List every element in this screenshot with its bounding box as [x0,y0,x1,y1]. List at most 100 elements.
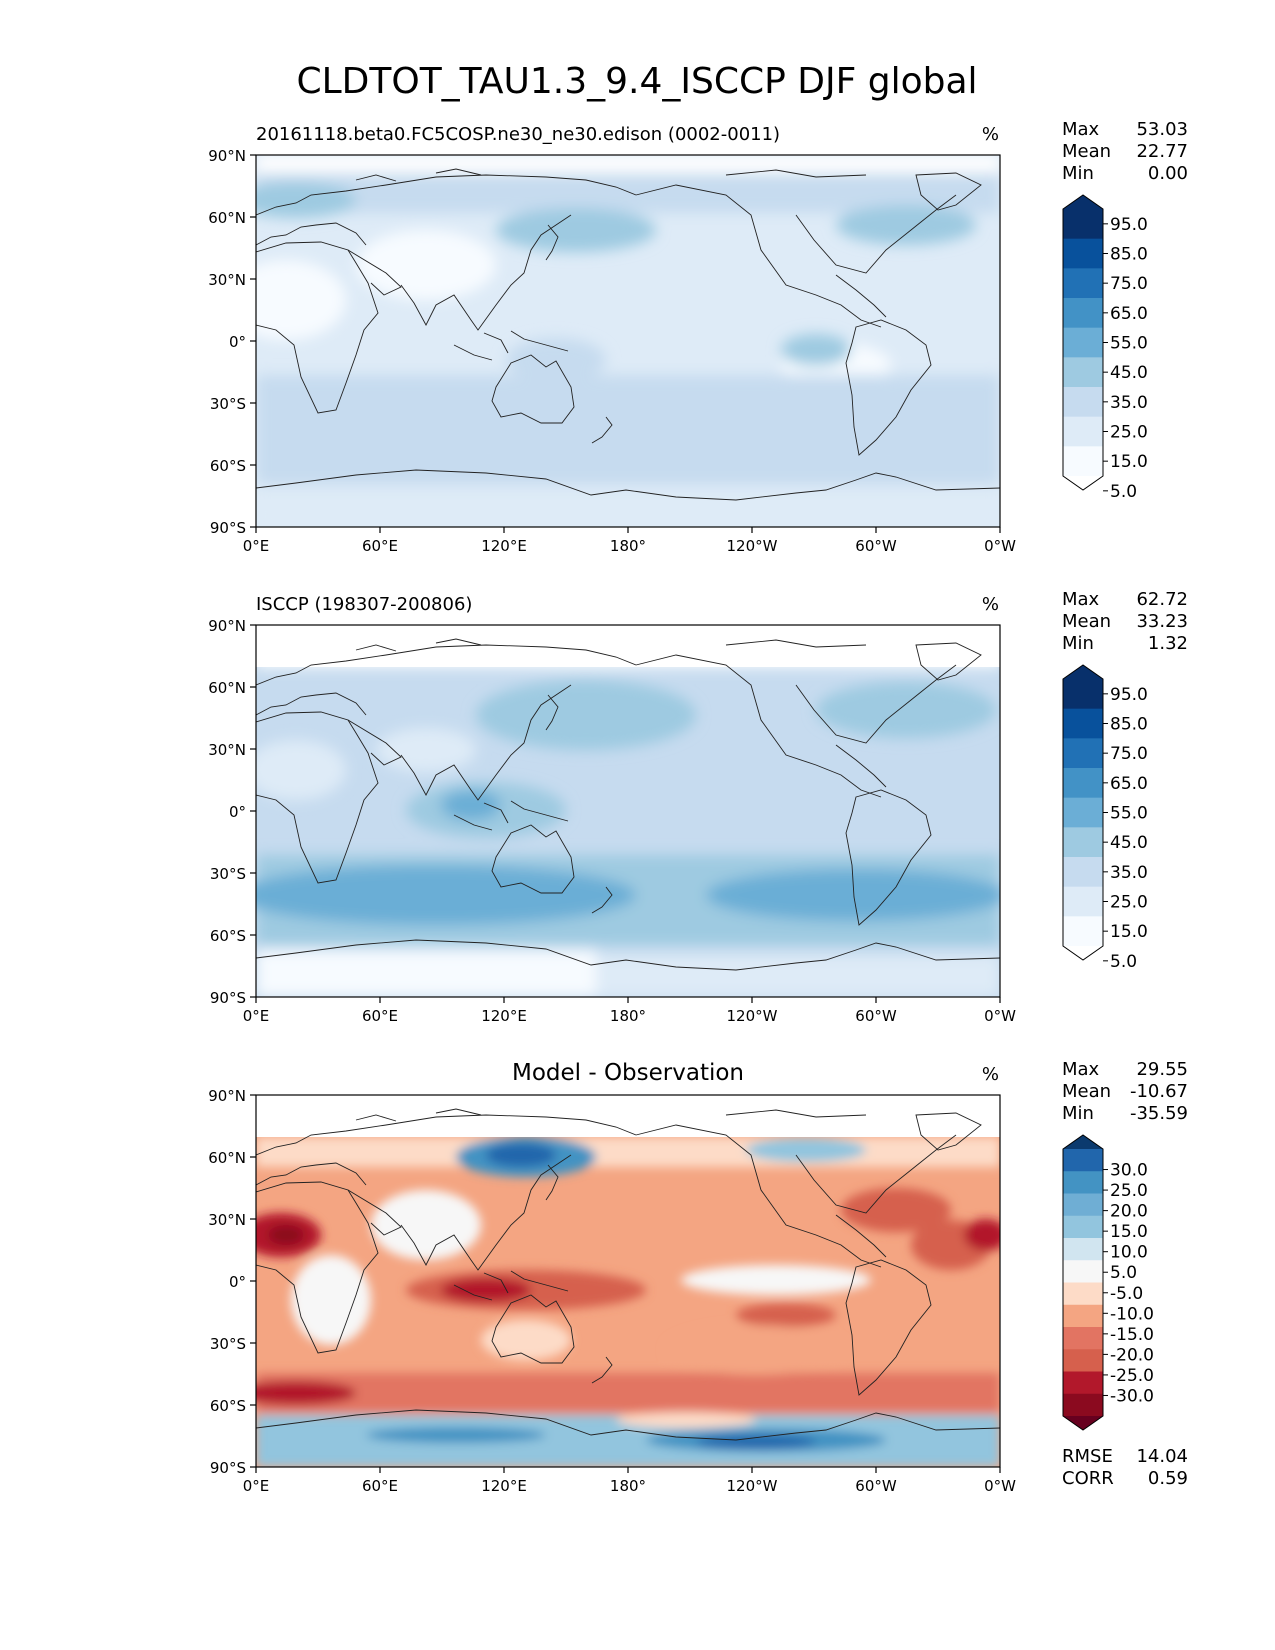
colorbar-tick-label: 65.0 [1110,304,1148,324]
x-tick-label: 60°W [855,537,897,555]
x-tick-label: 120°E [481,1477,527,1495]
colorbar-swatch [1063,857,1103,888]
x-tick-label: 180° [610,537,646,555]
colorbar-tick-label: 15.0 [1110,1222,1148,1242]
x-tick-label: 120°W [727,537,778,555]
x-tick-label: 120°W [727,1477,778,1495]
stats-block: Max 53.03 Mean 22.77 Min 0.00 [1062,119,1188,184]
stat-max-value: 62.72 [1136,589,1188,610]
colorbar-swatch [1063,387,1103,418]
x-tick-label: 0°W [984,537,1016,555]
colorbar-swatch [1063,1349,1103,1372]
rmse-label: RMSE [1062,1446,1113,1467]
y-tick-label: 90°S [210,1459,246,1477]
colorbar-outline [1062,1134,1104,1431]
colorbar-tick-label: 25.0 [1110,1181,1148,1201]
panel-title: 20161118.beta0.FC5COSP.ne30_ne30.edison … [256,124,780,145]
colorbar-tick-label: 45.0 [1110,833,1148,853]
colorbar-tick-label: 10.0 [1110,1243,1148,1263]
y-tick-label: 90°S [210,519,246,537]
colorbar-swatch [1063,209,1103,240]
colorbar-swatch [1063,238,1103,269]
colorbar-tick-label: 75.0 [1110,274,1148,294]
x-tick-label: 180° [610,1477,646,1495]
colorbar-tick-label: 5.0 [1110,1263,1137,1283]
colorbar-tick-label: 35.0 [1110,863,1148,883]
y-tick-label: 60°N [208,679,246,697]
y-tick-label: 90°S [210,989,246,1007]
x-axis: 0°E 60°E 120°E 180° 120°W 60°W 0°W [243,1467,1016,1495]
colorbar-tick-label: 55.0 [1110,804,1148,824]
colorbar-tick-label: 20.0 [1110,1202,1148,1222]
colorbar: 30.025.020.015.010.05.0-5.0-10.0-15.0-20… [1062,1134,1154,1431]
units-label: % [982,594,999,615]
colorbar-swatch [1063,886,1103,917]
colorbar-extend-top [1063,1135,1103,1149]
colorbar-extend-top [1063,665,1103,679]
y-tick-label: 0° [229,333,246,351]
colorbar-tick-label: 95.0 [1110,215,1148,235]
stat-mean-value: 33.23 [1136,611,1188,632]
units-label: % [982,124,999,145]
colorbar-outline [1062,664,1104,961]
x-tick-label: 60°W [855,1007,897,1025]
y-tick-label: 0° [229,1273,246,1291]
colorbar-swatch [1063,1393,1103,1417]
stats-block: Max 62.72 Mean 33.23 Min 1.32 [1062,589,1188,654]
colorbar-swatch [1063,827,1103,858]
colorbar-tick-label: 85.0 [1110,715,1148,735]
x-tick-label: 0°W [984,1477,1016,1495]
colorbar-tick-label: 5.0 [1110,952,1137,972]
map-field [256,1095,1000,1467]
colorbar-swatch [1063,446,1103,477]
colorbar-swatch [1063,916,1103,947]
y-tick-label: 30°N [208,271,246,289]
colorbar-tick-label: -25.0 [1110,1366,1154,1386]
colorbar-tick-label: -30.0 [1110,1386,1154,1406]
stat-mean-label: Mean [1062,141,1111,162]
stats-block: Max 29.55 Mean -10.67 Min -35.59 [1062,1059,1188,1124]
colorbar-tick-label: 55.0 [1110,334,1148,354]
colorbar-tick-label: -5.0 [1110,1284,1143,1304]
stat-min-label: Min [1062,633,1094,654]
colorbar-swatch [1063,357,1103,388]
y-tick-label: 60°S [210,457,246,475]
colorbar-tick-label: 15.0 [1110,452,1148,472]
y-axis: 90°N 60°N 30°N 0° 30°S 60°S 90°S [208,1087,256,1477]
colorbar-swatch [1063,327,1103,358]
stat-mean-label: Mean [1062,611,1111,632]
colorbar-swatch [1063,1327,1103,1350]
colorbar-swatch [1063,797,1103,828]
stat-min-value: 0.00 [1148,163,1188,184]
colorbar-extend-bottom [1063,946,1103,960]
colorbar-swatch [1063,1238,1103,1261]
x-tick-label: 60°E [362,537,398,555]
panel-title: Model - Observation [512,1060,744,1086]
x-tick-label: 120°E [481,537,527,555]
x-tick-label: 120°W [727,1007,778,1025]
x-tick-label: 60°E [362,1477,398,1495]
colorbar-swatch [1063,679,1103,710]
stat-max-value: 53.03 [1136,119,1188,140]
y-tick-label: 30°S [210,1335,246,1353]
y-axis: 90°N 60°N 30°N 0° 30°S 60°S 90°S [208,617,256,1007]
colorbar-tick-label: -20.0 [1110,1345,1154,1365]
colorbar-tick-label: 95.0 [1110,685,1148,705]
stat-max-label: Max [1062,589,1100,610]
colorbar-tick-label: 25.0 [1110,423,1148,443]
colorbar-tick-label: 75.0 [1110,744,1148,764]
stat-max-label: Max [1062,1059,1100,1080]
x-axis: 0°E 60°E 120°E 180° 120°W 60°W 0°W [243,997,1016,1025]
figure-title: CLDTOT_TAU1.3_9.4_ISCCP DJF global [296,61,977,102]
colorbar-swatch [1063,416,1103,447]
y-tick-label: 60°S [210,1397,246,1415]
colorbar-extend-bottom [1063,476,1103,490]
panel-model: 20161118.beta0.FC5COSP.ne30_ne30.edison … [208,119,1188,555]
corr-label: CORR [1062,1468,1114,1489]
colorbar-swatch [1063,738,1103,769]
panel-title: ISCCP (198307-200806) [256,594,472,615]
rmse-corr-block: RMSE 14.04 CORR 0.59 [1062,1446,1188,1489]
colorbar-extend-top [1063,195,1103,209]
x-tick-label: 60°W [855,1477,897,1495]
